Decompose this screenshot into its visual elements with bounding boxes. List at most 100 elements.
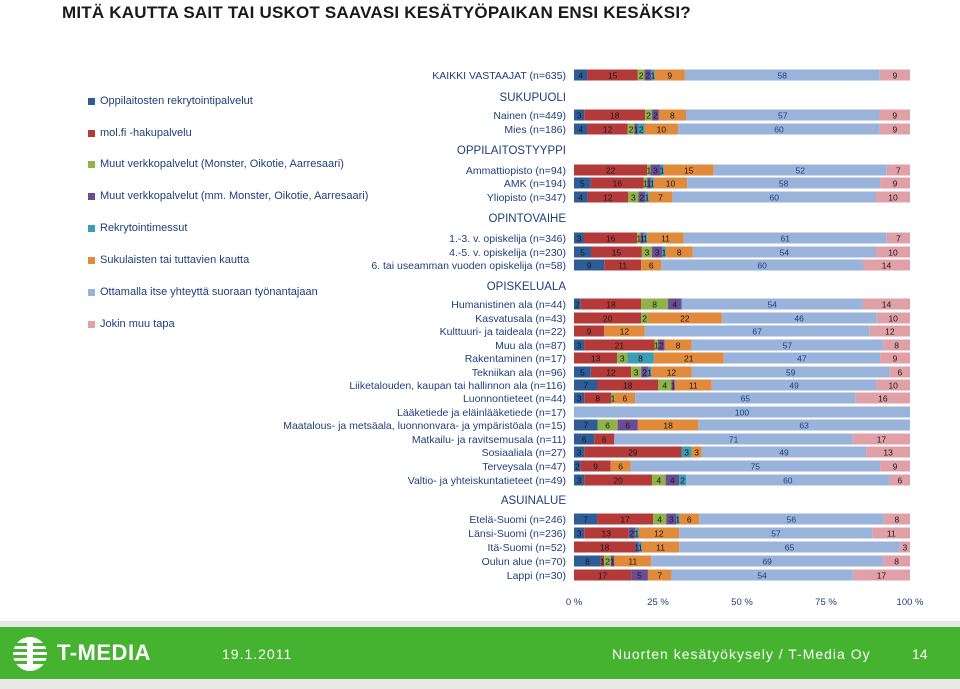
data-label: 1 bbox=[645, 193, 650, 203]
data-label: 10 bbox=[888, 248, 898, 258]
data-label: 60 bbox=[757, 261, 767, 271]
data-label: 3 bbox=[645, 248, 650, 258]
bar-segment bbox=[671, 379, 675, 391]
bar-segment bbox=[899, 541, 910, 553]
data-label: 1 bbox=[640, 234, 645, 244]
logo-text: T-MEDIA bbox=[57, 640, 151, 665]
data-label: 12 bbox=[654, 529, 664, 539]
row-label: Terveysala (n=47) bbox=[482, 461, 566, 473]
data-label: 2 bbox=[575, 300, 580, 310]
data-label: 18 bbox=[623, 381, 633, 391]
data-label: 6 bbox=[898, 368, 903, 378]
legend-swatch bbox=[88, 129, 95, 137]
bar-segment bbox=[679, 527, 873, 539]
bar-segment bbox=[889, 474, 910, 486]
bar-segment bbox=[638, 541, 642, 553]
bar-segment bbox=[584, 339, 655, 351]
bar-segment bbox=[883, 555, 910, 567]
data-label: 22 bbox=[606, 166, 616, 176]
bar-segment bbox=[852, 433, 910, 445]
data-label: 8 bbox=[894, 515, 899, 525]
group-header: OPPILAITOSTYYPPI bbox=[457, 145, 566, 157]
row-label: Kasvatusala (n=43) bbox=[475, 313, 566, 325]
data-label: 5 bbox=[580, 248, 585, 258]
bar-segment bbox=[597, 419, 618, 431]
bar-segment bbox=[574, 177, 591, 189]
bar-segment bbox=[886, 232, 910, 244]
data-label: 57 bbox=[778, 111, 788, 121]
data-label: 8 bbox=[670, 111, 675, 121]
data-label: 1 bbox=[650, 179, 655, 189]
data-label: 7 bbox=[583, 515, 588, 525]
data-label: 6 bbox=[897, 476, 902, 486]
data-label: 58 bbox=[778, 71, 788, 81]
data-label: 9 bbox=[587, 327, 592, 337]
bar-segment bbox=[587, 191, 629, 203]
data-label: 7 bbox=[583, 421, 588, 431]
data-label: 60 bbox=[774, 125, 784, 135]
bar-segment bbox=[876, 312, 910, 324]
bar-segment bbox=[876, 191, 910, 203]
data-label: 1 bbox=[634, 543, 639, 553]
data-label: 60 bbox=[770, 193, 780, 203]
row-label: Sosiaaliala (n=27) bbox=[482, 447, 566, 459]
legend-label: Jokin muu tapa bbox=[100, 318, 175, 330]
data-label: 14 bbox=[882, 261, 892, 271]
bar-segment bbox=[883, 339, 910, 351]
legend-label: Ottamalla itse yhteyttä suoraan työnanta… bbox=[100, 286, 318, 298]
bar-segment bbox=[876, 246, 910, 258]
bar-segment bbox=[681, 446, 692, 458]
data-label: 1 bbox=[634, 529, 639, 539]
bar-segment bbox=[611, 392, 615, 404]
bar-segment bbox=[584, 392, 612, 404]
data-label: 11 bbox=[628, 557, 637, 567]
data-label: 49 bbox=[789, 381, 799, 391]
page-title: MITÄ KAUTTA SAIT TAI USKOT SAAVASI KESÄT… bbox=[62, 3, 691, 22]
bar-segment bbox=[879, 69, 910, 81]
bar-segment bbox=[630, 460, 881, 472]
bar-segment bbox=[647, 366, 652, 378]
data-label: 3 bbox=[634, 368, 639, 378]
data-label: 2 bbox=[642, 368, 647, 378]
bar-segment bbox=[574, 352, 618, 364]
bar-segment bbox=[587, 123, 628, 135]
row-label: Maatalous- ja metsäala, luonnonvara- ja … bbox=[283, 420, 566, 432]
legend-swatch bbox=[88, 320, 95, 328]
legend-swatch bbox=[88, 97, 95, 105]
data-label: 6 bbox=[602, 435, 607, 445]
data-label: 8 bbox=[676, 341, 681, 351]
x-tick-label: 25 % bbox=[647, 597, 669, 608]
data-label: 9 bbox=[893, 179, 898, 189]
bar-segment bbox=[676, 513, 680, 525]
bar-segment bbox=[617, 352, 628, 364]
data-label: 8 bbox=[894, 341, 899, 351]
data-label: 16 bbox=[606, 234, 616, 244]
data-label: 5 bbox=[580, 179, 585, 189]
data-label: 12 bbox=[667, 368, 677, 378]
data-label: 15 bbox=[612, 248, 622, 258]
data-label: 11 bbox=[887, 529, 896, 539]
bar-segment bbox=[686, 474, 890, 486]
data-label: 5 bbox=[580, 368, 585, 378]
bar-segment bbox=[637, 69, 645, 81]
bar-segment bbox=[653, 177, 688, 189]
bar-segment bbox=[584, 446, 682, 458]
data-label: 1 bbox=[646, 179, 651, 189]
row-label: Valtio- ja yhteiskuntatieteet (n=49) bbox=[408, 475, 566, 487]
bar-segment bbox=[574, 325, 605, 337]
bar-segment bbox=[635, 392, 856, 404]
bar-segment bbox=[674, 379, 712, 391]
bar-segment bbox=[590, 246, 642, 258]
bar-segment bbox=[634, 123, 638, 135]
bar-segment bbox=[687, 177, 881, 189]
bar-segment bbox=[584, 474, 653, 486]
data-label: 13 bbox=[602, 529, 612, 539]
data-label: 15 bbox=[608, 71, 618, 81]
data-label: 2 bbox=[629, 125, 634, 135]
bar-segment bbox=[880, 460, 910, 472]
bar-segment bbox=[641, 246, 653, 258]
data-label: 13 bbox=[883, 448, 893, 458]
group-header: ASUINALUE bbox=[501, 495, 567, 507]
bar-segment bbox=[654, 69, 685, 81]
bar-segment bbox=[574, 474, 585, 486]
